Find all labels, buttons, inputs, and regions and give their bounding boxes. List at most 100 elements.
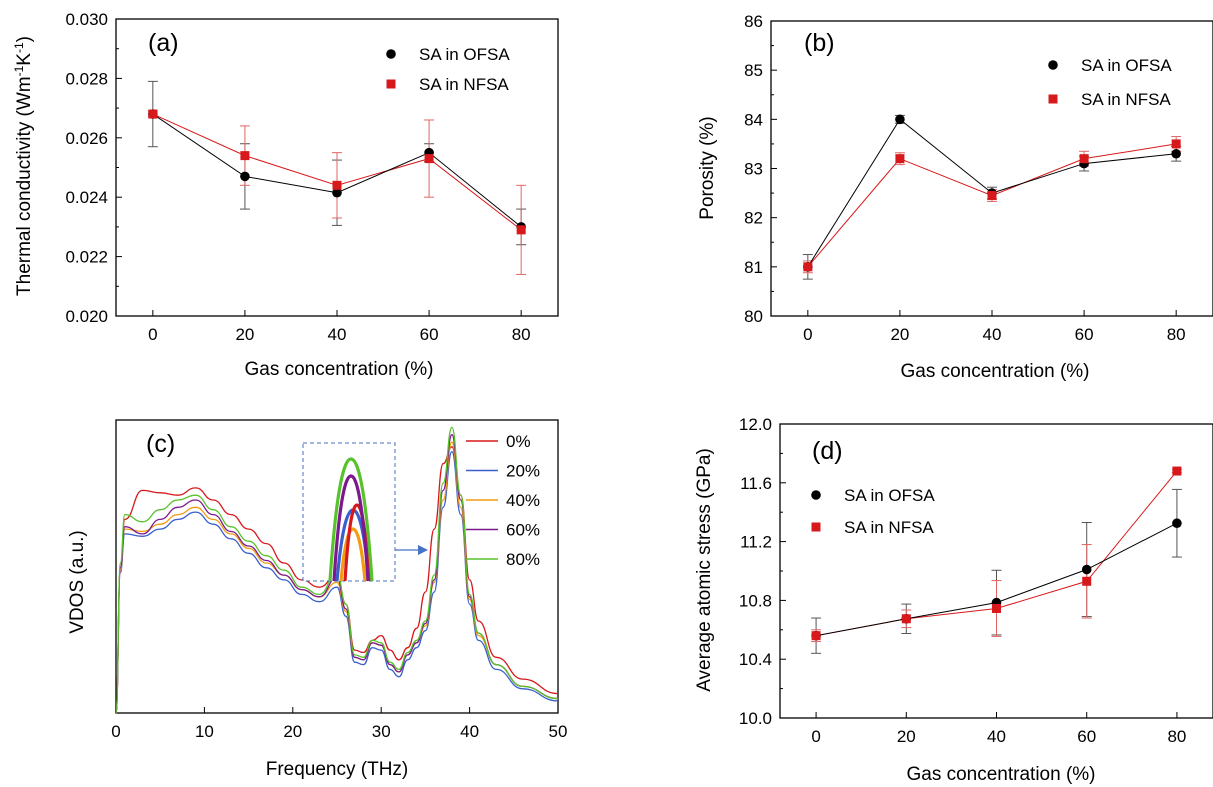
y-tick-label-d: 11.6 [740, 474, 772, 493]
x-tick-label-a: 60 [420, 325, 439, 344]
y-tick-label-b: 81 [744, 258, 763, 277]
y-tick-label-d: 10.0 [739, 709, 772, 728]
data-point-d-1-4 [1172, 466, 1182, 476]
inset-peak-curve [328, 457, 374, 582]
y-tick-label-b: 83 [744, 160, 763, 179]
x-tick-label-a: 0 [148, 325, 157, 344]
data-point-d-legend-1 [811, 522, 821, 532]
y-axis-label-a-end: ) [14, 36, 35, 42]
data-point-b-legend-1 [1048, 94, 1058, 104]
x-tick-label-c: 50 [549, 722, 568, 741]
data-point-b-0-4 [1171, 148, 1181, 159]
data-point-b-1-1 [895, 154, 905, 164]
y-axis-label-b: Porosity (%) [697, 116, 718, 219]
data-point-d-1-2 [992, 603, 1001, 613]
x-tick-label-d: 20 [897, 727, 916, 746]
series-line-b [807, 143, 1177, 268]
x-tick-label-a: 80 [512, 325, 531, 344]
data-point-d-1-3 [1082, 576, 1092, 586]
legend-label-b: SA in NFSA [1081, 90, 1171, 109]
y-tick-label-a: 0.030 [65, 10, 108, 29]
legend-label-b: SA in OFSA [1081, 56, 1172, 75]
y-tick-label-d: 11.2 [740, 533, 772, 552]
x-tick-label-d: 40 [987, 727, 1006, 746]
y-axis-label-d: Average atomic stress (GPa) [694, 448, 715, 692]
y-axis-label-c: VDOS (a.u.) [67, 530, 88, 633]
x-tick-label-c: 30 [372, 722, 391, 741]
data-point-b-legend-0 [1048, 60, 1058, 70]
data-point-a-1-3 [424, 154, 434, 164]
y-tick-label-b: 82 [744, 209, 763, 228]
y-tick-label-d: 10.4 [739, 650, 772, 669]
data-point-a-1-4 [516, 225, 526, 235]
x-tick-label-c: 10 [195, 722, 214, 741]
x-tick-label-c: 20 [283, 722, 302, 741]
panel-label-c: (c) [146, 430, 175, 458]
x-tick-label-d: 80 [1167, 727, 1186, 746]
inset-arrow-head [418, 545, 428, 555]
legend-label-a: SA in NFSA [419, 75, 509, 94]
legend-label-c: 60% [506, 521, 540, 540]
data-point-a-0-2 [332, 187, 342, 198]
legend-label-c: 20% [506, 462, 540, 481]
data-point-d-1-1 [901, 614, 911, 624]
inset-peak-curve [332, 474, 370, 582]
data-point-b-1-0 [803, 262, 813, 272]
y-tick-label-a: 0.020 [65, 307, 108, 326]
data-point-b-1-3 [1079, 154, 1089, 164]
panel-label-d: (d) [812, 437, 843, 465]
data-point-a-1-0 [148, 109, 158, 119]
y-tick-label-d: 10.8 [739, 591, 772, 610]
panel-c: (c) Frequency (THz) VDOS (a.u.) [67, 430, 408, 780]
y-tick-label-b: 85 [744, 61, 763, 80]
data-point-d-0-4 [1172, 518, 1182, 529]
data-point-b-1-2 [987, 191, 997, 201]
legend-label-d: SA in OFSA [844, 486, 935, 505]
data-point-a-1-2 [332, 180, 342, 190]
x-axis-label-c: Frequency (THz) [266, 759, 409, 780]
legend-label-c: 80% [506, 550, 540, 569]
x-tick-label-a: 20 [235, 325, 254, 344]
x-axis-label-b: Gas concentration (%) [900, 361, 1089, 382]
data-point-d-1-0 [811, 631, 821, 641]
y-tick-label-b: 80 [744, 307, 763, 326]
x-axis-label-a: Gas concentration (%) [244, 359, 433, 380]
plot-frame-c [115, 419, 559, 714]
panel-d: (d) Gas concentration (%) Average atomic… [694, 437, 1096, 785]
data-point-a-legend-0 [386, 49, 396, 59]
y-tick-label-a: 0.022 [65, 248, 108, 267]
data-point-d-0-3 [1081, 564, 1092, 575]
inset-peak-curve [339, 527, 367, 582]
y-tick-label-a: 0.028 [65, 69, 108, 88]
x-tick-label-a: 40 [328, 325, 347, 344]
x-tick-label-b: 20 [890, 325, 909, 344]
data-point-d-legend-0 [811, 490, 821, 500]
y-tick-label-b: 86 [744, 12, 763, 31]
x-tick-label-d: 0 [811, 727, 820, 746]
x-tick-label-c: 0 [111, 722, 120, 741]
data-point-a-legend-1 [386, 79, 396, 89]
legend-label-d: SA in NFSA [844, 518, 934, 537]
y-tick-label-a: 0.026 [65, 129, 108, 148]
legend-label-a: SA in OFSA [419, 45, 510, 64]
data-point-a-1-1 [240, 151, 250, 161]
panel-a: (a) Gas concentration (%) Thermal conduc… [12, 29, 434, 380]
x-tick-label-b: 60 [1075, 325, 1094, 344]
panel-b: (b) Gas concentration (%) Porosity (%) [697, 29, 1090, 382]
panel-label-a: (a) [148, 29, 179, 57]
y-axis-label-a-main: Thermal conductivity (Wm [14, 76, 35, 296]
data-point-b-0-1 [895, 114, 905, 125]
x-tick-label-c: 40 [460, 722, 479, 741]
y-axis-label-a-sup2: -1 [12, 42, 26, 53]
x-axis-label-d: Gas concentration (%) [906, 764, 1095, 785]
chart-marks: 0 20 40 60 80 0.020 0.022 0.024 0.026 0.028 0.030 S… [65, 10, 1213, 746]
y-tick-label-a: 0.024 [65, 188, 108, 207]
legend-label-c: 40% [506, 491, 540, 510]
x-tick-label-b: 0 [803, 325, 812, 344]
x-tick-label-d: 60 [1077, 727, 1096, 746]
y-axis-label-a-sup1: -1 [12, 65, 26, 76]
x-tick-label-b: 80 [1167, 325, 1186, 344]
data-point-a-0-1 [240, 171, 250, 182]
x-tick-label-b: 40 [983, 325, 1002, 344]
